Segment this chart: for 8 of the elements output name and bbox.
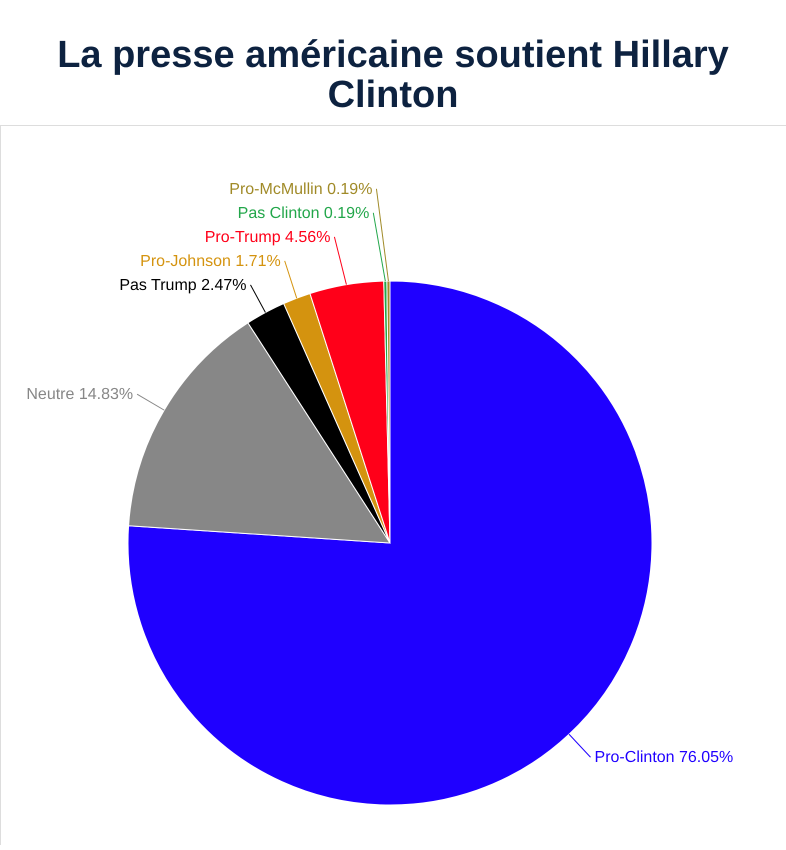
slice-label: Pro-Trump 4.56% [204,228,330,246]
slice-label: Pas Clinton 0.19% [238,204,370,222]
slice-label: Pro-Clinton 76.05% [594,749,734,766]
slice-label: Pro-McMullin 0.19% [229,180,372,198]
slice-label: Neutre 14.83% [26,386,134,404]
chart-title: La presse américaine soutient Hillary Clinton [57,34,729,116]
slice-label: Pro-Johnson 1.71% [140,252,281,270]
slice-label: Pas Trump 2.47% [119,276,246,294]
